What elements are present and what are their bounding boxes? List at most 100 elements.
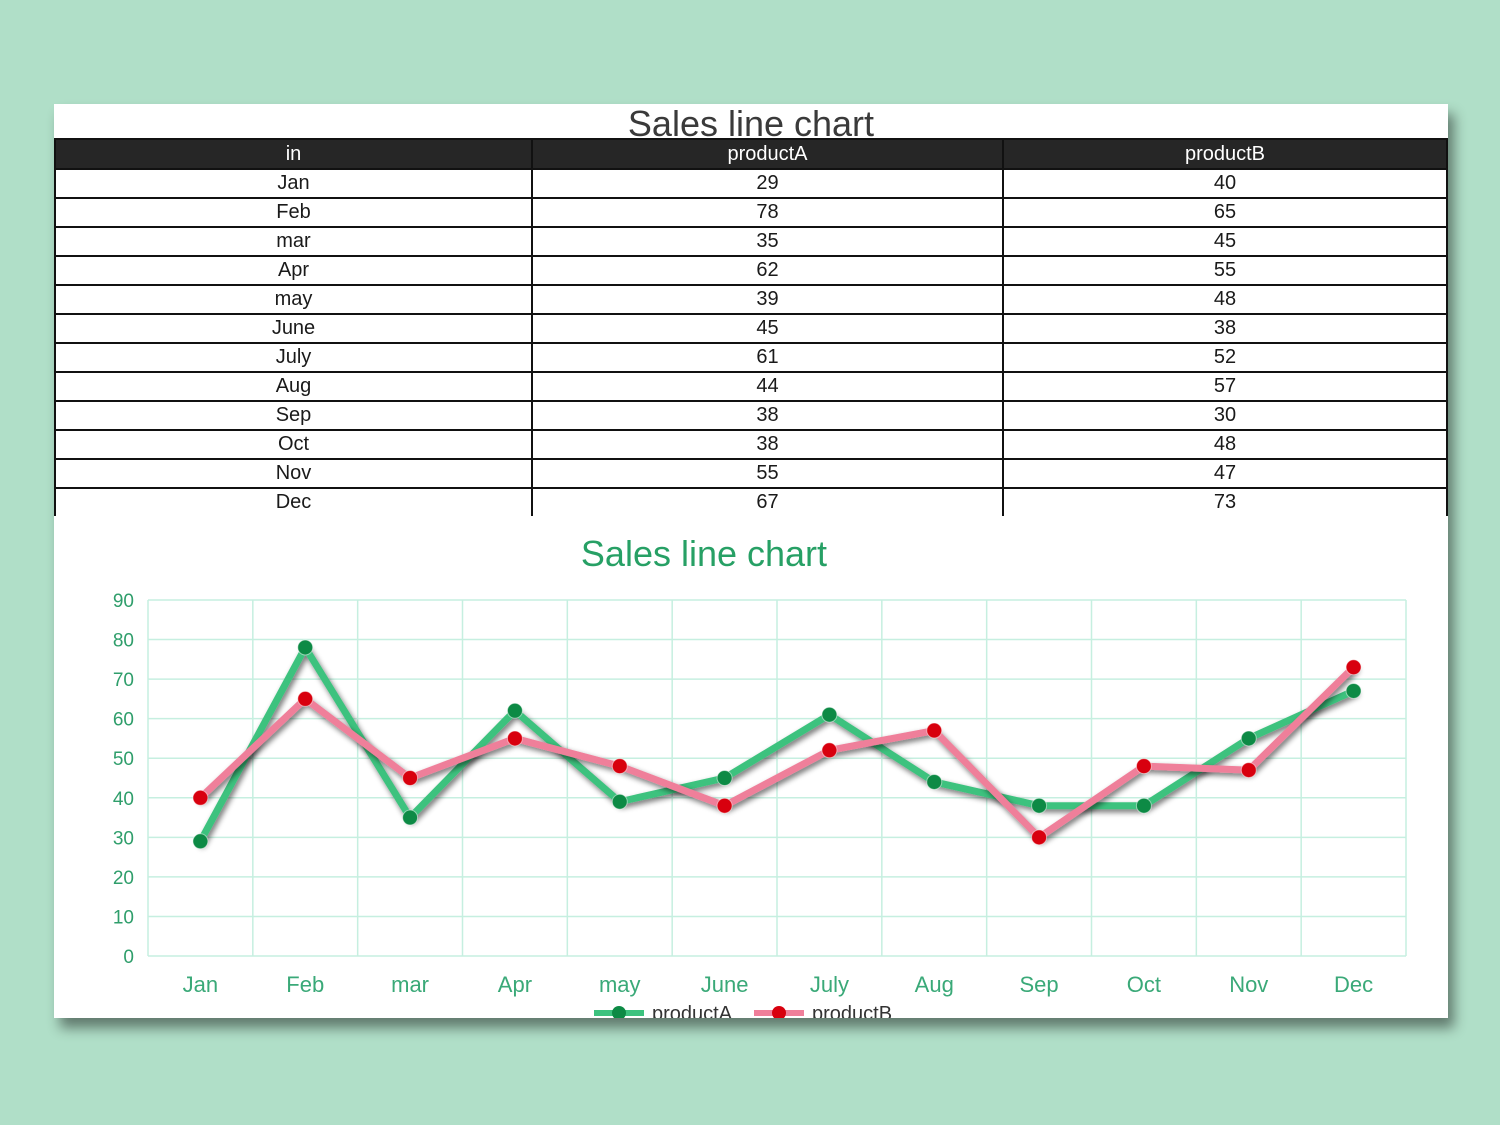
data-point-productA[interactable] xyxy=(611,793,628,810)
data-point-productB[interactable] xyxy=(297,690,314,707)
x-tick-label: Nov xyxy=(1229,972,1268,997)
data-point-productA[interactable] xyxy=(716,770,733,786)
x-tick-label: Aug xyxy=(915,972,954,997)
table-row: Oct 38 48 xyxy=(54,429,1448,460)
data-point-productA[interactable] xyxy=(821,706,838,723)
sheet-title: Sales line chart xyxy=(627,104,875,140)
table-cell[interactable]: Dec xyxy=(54,487,533,518)
column-header-product-b[interactable]: productB xyxy=(1002,138,1448,170)
table-cell[interactable]: 29 xyxy=(531,168,1004,199)
data-point-productA[interactable] xyxy=(1240,730,1257,747)
table-cell[interactable]: 55 xyxy=(531,458,1004,489)
table-cell[interactable]: 47 xyxy=(1002,458,1448,489)
table-cell[interactable]: Nov xyxy=(54,458,533,489)
y-tick-label: 30 xyxy=(113,828,134,849)
y-tick-label: 90 xyxy=(113,591,134,612)
y-tick-label: 80 xyxy=(113,631,134,652)
data-point-productA[interactable] xyxy=(402,809,419,826)
series-line-productA[interactable] xyxy=(196,643,1358,845)
chart-gridlines xyxy=(147,599,1407,957)
data-point-productB[interactable] xyxy=(611,758,628,775)
data-point-productB[interactable] xyxy=(506,730,523,747)
table-cell[interactable]: 45 xyxy=(531,313,1004,344)
column-header-month[interactable]: in xyxy=(54,138,533,170)
y-tick-label: 60 xyxy=(113,710,134,731)
data-point-productB[interactable] xyxy=(192,789,209,806)
data-point-productB[interactable] xyxy=(716,797,733,814)
table-cell[interactable]: 57 xyxy=(1002,371,1448,402)
table-cell[interactable]: Aug xyxy=(54,371,533,402)
table-cell[interactable]: 52 xyxy=(1002,342,1448,373)
table-cell[interactable]: Feb xyxy=(54,197,533,228)
spreadsheet-sheet: Sales line chart in productA productB Ja… xyxy=(54,104,1448,1018)
table-row: Apr 62 55 xyxy=(54,255,1448,286)
line-chart-svg: Sales line chart 0 10 20 30 40 50 60 70 80 90 Jan F… xyxy=(113,533,1407,1018)
data-point-productA[interactable] xyxy=(1031,797,1048,814)
sales-data-table: in productA productB Jan 29 40 Feb 78 65… xyxy=(54,138,1448,518)
y-tick-label: 70 xyxy=(113,670,134,691)
table-cell[interactable]: 48 xyxy=(1002,429,1448,460)
table-cell[interactable]: 40 xyxy=(1002,168,1448,199)
table-header-row: in productA productB xyxy=(54,138,1448,170)
column-header-product-a[interactable]: productA xyxy=(531,138,1004,170)
x-tick-label: Jan xyxy=(183,972,218,997)
y-tick-label: 40 xyxy=(113,789,134,810)
table-cell[interactable]: 35 xyxy=(531,226,1004,257)
table-cell[interactable]: 62 xyxy=(531,255,1004,286)
table-cell[interactable]: mar xyxy=(54,226,533,257)
table-cell[interactable]: 65 xyxy=(1002,197,1448,228)
line-chart-panel[interactable]: Sales line chart 0 10 20 30 40 50 60 70 80 90 Jan F… xyxy=(54,516,1448,1018)
table-cell[interactable]: 45 xyxy=(1002,226,1448,257)
x-tick-label: Feb xyxy=(286,972,324,997)
series-line-productB[interactable] xyxy=(196,663,1358,841)
chart-title: Sales line chart xyxy=(581,533,827,574)
data-point-productA[interactable] xyxy=(192,833,209,850)
data-point-productB[interactable] xyxy=(402,770,419,786)
data-point-productA[interactable] xyxy=(297,639,314,656)
table-row: Dec 67 73 xyxy=(54,487,1448,518)
chart-axes: 0 10 20 30 40 50 60 70 80 90 Jan Feb mar Apr may June Ju… xyxy=(113,591,1373,997)
x-tick-label: may xyxy=(599,972,641,997)
table-cell[interactable]: Apr xyxy=(54,255,533,286)
table-cell[interactable]: 38 xyxy=(531,400,1004,431)
data-point-productB[interactable] xyxy=(926,722,943,739)
y-tick-label: 50 xyxy=(113,749,134,770)
table-cell[interactable]: 44 xyxy=(531,371,1004,402)
table-row: June 45 38 xyxy=(54,313,1448,344)
chart-series xyxy=(192,639,1362,850)
table-cell[interactable]: 38 xyxy=(1002,313,1448,344)
data-point-productA[interactable] xyxy=(1135,797,1152,814)
table-cell[interactable]: 55 xyxy=(1002,255,1448,286)
data-point-productB[interactable] xyxy=(1240,762,1257,779)
data-point-productA[interactable] xyxy=(926,773,943,790)
chart-legend[interactable]: productA productB xyxy=(594,1003,892,1018)
table-row: may 39 48 xyxy=(54,284,1448,315)
table-cell[interactable]: 30 xyxy=(1002,400,1448,431)
data-point-productA[interactable] xyxy=(1345,682,1362,699)
table-cell[interactable]: 61 xyxy=(531,342,1004,373)
table-cell[interactable]: June xyxy=(54,313,533,344)
legend-label-productB[interactable]: productB xyxy=(812,1003,892,1018)
data-point-productB[interactable] xyxy=(821,742,838,759)
data-point-productA[interactable] xyxy=(506,702,523,719)
table-cell[interactable]: 73 xyxy=(1002,487,1448,518)
legend-marker-productB xyxy=(772,1006,786,1018)
table-cell[interactable]: 39 xyxy=(531,284,1004,315)
table-cell[interactable]: July xyxy=(54,342,533,373)
x-tick-label: mar xyxy=(391,972,429,997)
data-point-productB[interactable] xyxy=(1345,659,1362,676)
data-point-productB[interactable] xyxy=(1031,829,1048,846)
legend-label-productA[interactable]: productA xyxy=(652,1003,733,1018)
x-tick-label: July xyxy=(810,972,849,997)
table-cell[interactable]: 78 xyxy=(531,197,1004,228)
table-cell[interactable]: Jan xyxy=(54,168,533,199)
x-tick-label: Apr xyxy=(498,972,532,997)
table-cell[interactable]: 48 xyxy=(1002,284,1448,315)
table-cell[interactable]: may xyxy=(54,284,533,315)
table-cell[interactable]: 67 xyxy=(531,487,1004,518)
table-row: Nov 55 47 xyxy=(54,458,1448,489)
data-point-productB[interactable] xyxy=(1135,758,1152,775)
table-cell[interactable]: 38 xyxy=(531,429,1004,460)
table-cell[interactable]: Oct xyxy=(54,429,533,460)
table-cell[interactable]: Sep xyxy=(54,400,533,431)
